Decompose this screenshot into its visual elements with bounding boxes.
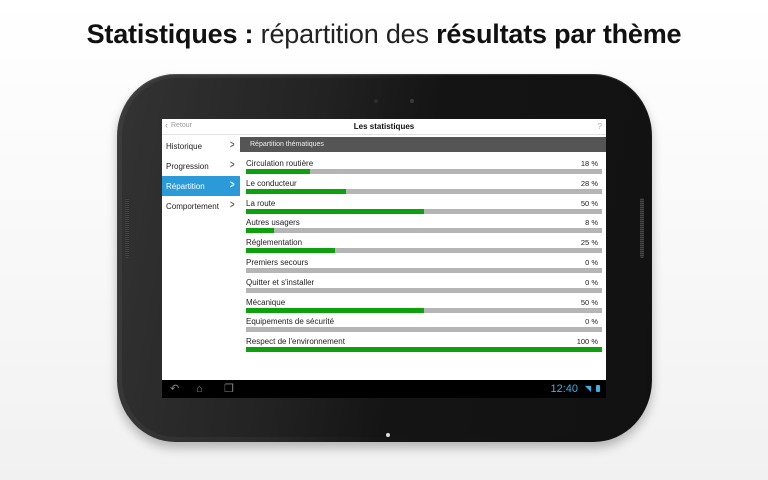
sidebar-item-label: Historique: [166, 141, 203, 151]
theme-percentage: 8 %: [585, 218, 598, 228]
headline-bold-2: résultats par thème: [436, 19, 682, 49]
chevron-left-icon: ‹: [165, 120, 168, 130]
chevron-right-icon: >: [229, 159, 235, 171]
theme-percentage: 100 %: [576, 337, 598, 347]
nav-recent-apps-icon[interactable]: ❐: [224, 383, 234, 395]
notification-led: [386, 433, 390, 437]
help-button[interactable]: ?: [597, 122, 602, 131]
system-navigation-bar: ↶ ⌂ ❐ 12:40 ◥: [162, 380, 606, 398]
tablet-screen: ‹ Retour Les statistiques ? Historique >…: [162, 119, 606, 398]
progress-track: [246, 347, 602, 353]
speaker-grille-right: [640, 198, 644, 258]
theme-row: Equipements de sécurité 0 %: [246, 317, 602, 336]
theme-label: La route: [246, 198, 276, 208]
theme-label: Quitter et s'installer: [246, 277, 315, 287]
headline-light: répartition des: [253, 19, 437, 49]
nav-home-icon[interactable]: ⌂: [196, 383, 203, 395]
theme-percentage: 50 %: [580, 297, 598, 307]
camera-icon: [410, 99, 414, 103]
theme-label: Equipements de sécurité: [246, 317, 335, 327]
progress-track: [246, 228, 602, 234]
progress-fill: [246, 248, 335, 254]
sidebar-item-label: Progression: [166, 161, 209, 171]
progress-fill: [246, 347, 602, 353]
sidebar-item-comportement[interactable]: Comportement >: [162, 196, 240, 216]
progress-track: [246, 188, 602, 194]
progress-fill: [246, 188, 346, 194]
chevron-right-icon: >: [229, 139, 235, 151]
sensor-icon: [374, 99, 378, 103]
theme-label: Respect de l'environnement: [246, 337, 345, 347]
sidebar-item-repartition[interactable]: Répartition >: [162, 176, 240, 196]
back-label: Retour: [171, 122, 193, 129]
progress-fill: [246, 208, 424, 214]
sidebar-item-label: Comportement: [166, 201, 219, 211]
theme-row: Autres usagers 8 %: [246, 218, 602, 237]
status-clock: 12:40: [550, 383, 578, 395]
sidebar-item-label: Répartition: [166, 181, 205, 191]
wifi-icon: ◥: [584, 384, 591, 393]
app-header: ‹ Retour Les statistiques ?: [162, 119, 606, 135]
nav-back-icon[interactable]: ↶: [170, 383, 180, 395]
headline-bold-1: Statistiques :: [86, 19, 254, 49]
progress-fill: [246, 228, 275, 234]
speaker-grille-left: [125, 198, 129, 258]
theme-percentage: 0 %: [585, 277, 598, 287]
theme-row: Quitter et s'installer 0 %: [246, 278, 602, 297]
theme-percentage: 18 %: [580, 159, 598, 168]
theme-label: Circulation routière: [246, 159, 314, 168]
theme-percentage: 25 %: [580, 238, 598, 248]
progress-track: [246, 208, 602, 214]
stats-panel: Répartition thématiques Circulation rout…: [240, 136, 606, 380]
progress-track: [246, 307, 602, 313]
theme-row: Le conducteur 28 %: [246, 179, 602, 198]
theme-label: Premiers secours: [246, 258, 309, 267]
theme-row: Réglementation 25 %: [246, 238, 602, 257]
battery-icon: [596, 385, 600, 392]
sidebar-item-progression[interactable]: Progression >: [162, 156, 240, 176]
theme-percentage: 0 %: [585, 258, 598, 267]
progress-track: [246, 287, 602, 293]
progress-track: [246, 268, 602, 273]
promo-headline: Statistiques : répartition des résultats…: [0, 19, 768, 50]
back-button[interactable]: ‹ Retour: [165, 120, 193, 130]
theme-label: Le conducteur: [246, 178, 297, 188]
sidebar: Historique > Progression > Répartition >…: [162, 136, 240, 380]
theme-label: Réglementation: [246, 238, 303, 248]
section-header: Répartition thématiques: [240, 137, 606, 152]
progress-fill: [246, 307, 424, 313]
theme-row: Premiers secours 0 %: [246, 258, 602, 277]
theme-label: Mécanique: [246, 297, 286, 307]
theme-percentage: 28 %: [580, 178, 598, 188]
theme-row: Mécanique 50 %: [246, 298, 602, 317]
theme-row: Respect de l'environnement 100 %: [246, 337, 602, 356]
progress-track: [246, 248, 602, 254]
sidebar-item-historique[interactable]: Historique >: [162, 136, 240, 156]
theme-row: Circulation routière 18 %: [246, 159, 602, 178]
theme-percentage: 50 %: [580, 198, 598, 208]
progress-track: [246, 327, 602, 333]
theme-label: Autres usagers: [246, 218, 300, 228]
theme-percentage: 0 %: [585, 317, 598, 327]
theme-row: La route 50 %: [246, 199, 602, 218]
chevron-right-icon: >: [229, 199, 235, 211]
chevron-right-icon: >: [229, 179, 235, 191]
page-title: Les statistiques: [353, 122, 415, 131]
progress-track: [246, 169, 602, 174]
progress-fill: [246, 169, 311, 174]
